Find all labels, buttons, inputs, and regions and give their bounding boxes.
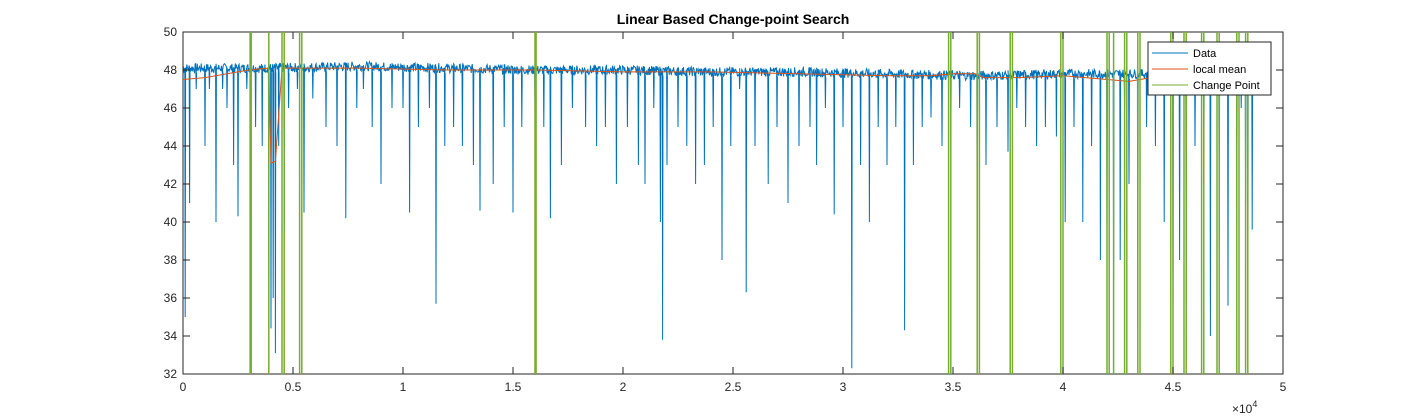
y-tick-label: 40 [164, 215, 178, 229]
x-tick-label: 0 [180, 380, 187, 394]
plot-frame [182, 31, 1284, 375]
x-tick-label: 3 [840, 380, 847, 394]
y-axis: 32 34 36 38 40 42 44 46 48 50 [164, 25, 1283, 381]
y-tick-label: 34 [164, 329, 178, 343]
legend-label: Data [1193, 48, 1217, 60]
x-tick-label: 1 [400, 380, 407, 394]
x-axis-multiplier: ×104 [1232, 399, 1257, 416]
x-tick-label: 4.5 [1165, 380, 1182, 394]
y-tick-label: 32 [164, 367, 178, 381]
y-tick-label: 44 [164, 139, 178, 153]
y-tick-label: 36 [164, 291, 178, 305]
legend: Data local mean Change Point [1147, 41, 1272, 96]
x-tick-label: 4 [1060, 380, 1067, 394]
x-tick-label: 1.5 [505, 380, 522, 394]
plot-area [182, 31, 1284, 375]
legend-label: Change Point [1193, 80, 1260, 92]
x-tick-label: 3.5 [945, 380, 962, 394]
y-tick-label: 46 [164, 101, 178, 115]
chart-title: Linear Based Change-point Search [617, 11, 850, 27]
y-tick-label: 48 [164, 63, 178, 77]
y-tick-label: 42 [164, 177, 178, 191]
x-tick-label: 2 [620, 380, 627, 394]
series-data-line [183, 60, 1258, 369]
y-tick-label: 50 [164, 25, 178, 39]
legend-label: local mean [1193, 64, 1246, 76]
x-tick-label: 0.5 [285, 380, 302, 394]
y-tick-label: 38 [164, 253, 178, 267]
x-tick-label: 2.5 [725, 380, 742, 394]
x-tick-label: 5 [1280, 380, 1287, 394]
x-axis: 0 0.5 1 1.5 2 2.5 3 3.5 4 4.5 5 [180, 32, 1287, 394]
